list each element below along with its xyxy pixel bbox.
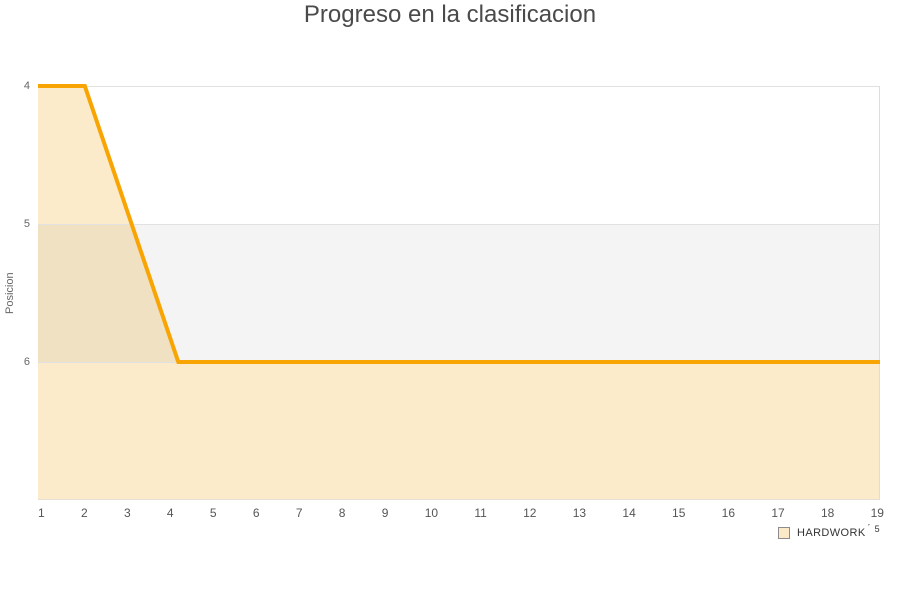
x-tick-label: 14 [622, 506, 636, 520]
chart-title: Progreso en la clasificacion [303, 1, 597, 28]
position-highlight-band [38, 224, 880, 362]
x-tick-label: 11 [474, 506, 487, 520]
x-tick-label: 2 [80, 506, 88, 520]
x-tick-label: 18 [820, 506, 835, 520]
x-tick-label: 10 [424, 506, 439, 520]
series-area-fill [38, 86, 880, 500]
x-tick-label: 17 [771, 506, 785, 520]
legend-superscript: 5 [874, 524, 880, 534]
legend-item-hardwork[interactable]: HARDWORK ´ 5 [778, 523, 880, 539]
series-line [38, 84, 880, 364]
x-tick-label: 12 [523, 506, 537, 520]
x-tick-label: 3 [123, 506, 131, 520]
y-tick-label: 5 [23, 218, 30, 230]
x-tick-label: 13 [572, 506, 587, 520]
x-tick-label: 4 [166, 506, 174, 520]
x-tick-label: 1 [38, 506, 45, 520]
x-axis-tick-labels: 1 2 3 4 5 6 7 8 9 10 11 12 13 14 15 16 17 18 19 [38, 506, 884, 520]
legend-swatch-icon [778, 527, 790, 539]
x-tick-label: 19 [870, 506, 884, 520]
plot-area [38, 84, 880, 500]
y-tick-label: 6 [23, 356, 30, 368]
x-tick-label: 7 [295, 506, 303, 520]
x-tick-label: 15 [672, 506, 686, 520]
legend-label: HARDWORK [797, 527, 866, 539]
x-tick-label: 8 [338, 506, 346, 520]
x-tick-label: 5 [209, 506, 217, 520]
legend-apostrophe-mark: ´ [867, 523, 871, 533]
plot-svg [38, 84, 880, 500]
y-axis-tick-labels: 4 5 6 [0, 80, 30, 500]
y-tick-label: 4 [23, 80, 30, 92]
x-tick-label: 16 [721, 506, 736, 520]
x-tick-label: 6 [252, 506, 260, 520]
x-tick-label: 9 [381, 506, 389, 520]
